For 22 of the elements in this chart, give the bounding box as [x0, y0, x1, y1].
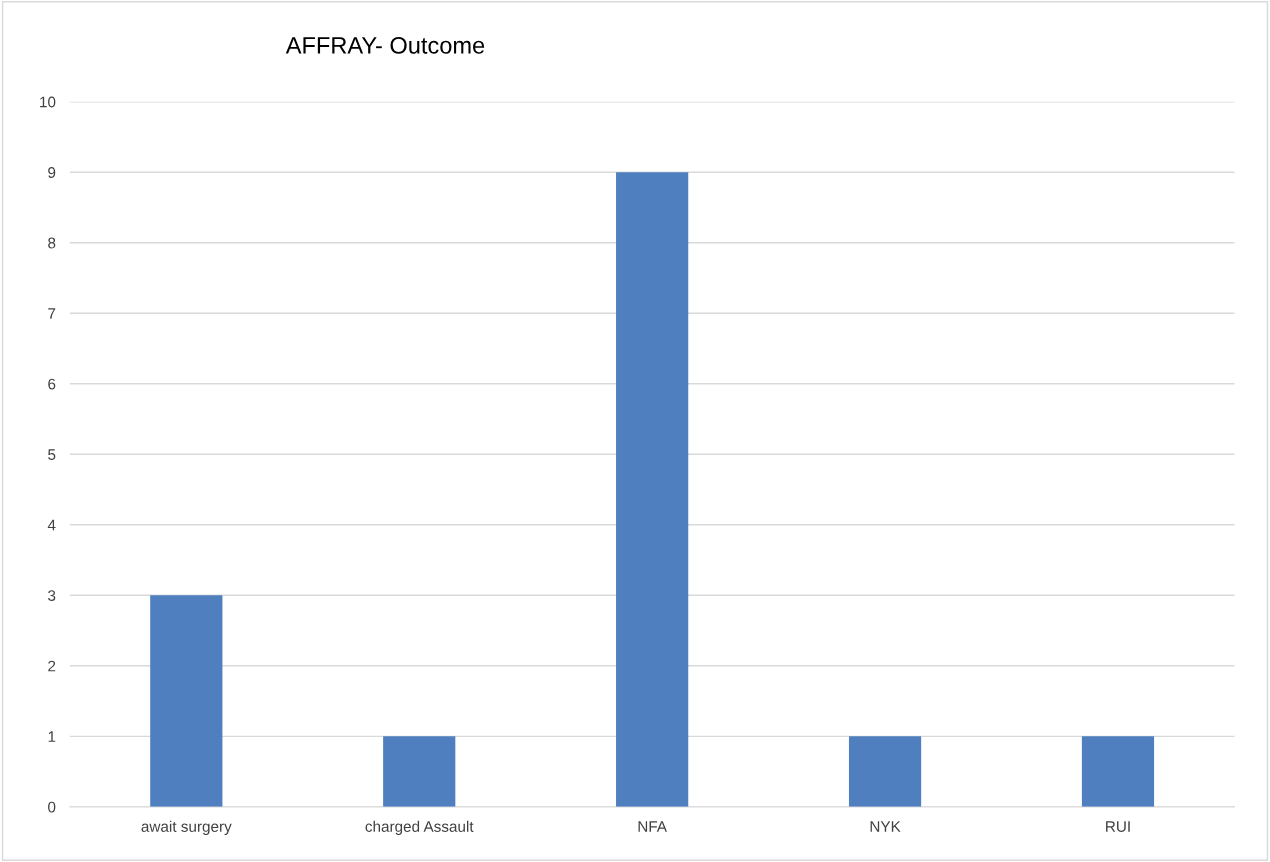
y-tick-label: 6	[48, 378, 56, 390]
bar	[616, 172, 689, 807]
y-tick-label: 10	[40, 96, 56, 108]
y-tick-label: 8	[48, 237, 56, 249]
bar	[848, 736, 922, 807]
y-tick-label: 3	[48, 590, 56, 601]
y-tick-label: 9	[48, 167, 56, 178]
y-tick-label: 4	[47, 519, 56, 531]
bar	[1081, 736, 1155, 807]
x-tick-label: NFA	[638, 821, 667, 832]
x-tick-label: RUI	[1106, 821, 1130, 832]
y-tick-label: 5	[48, 449, 56, 460]
x-tick-label: await surgery	[141, 820, 232, 835]
bar	[383, 736, 456, 807]
x-tick-label: charged Assault	[365, 820, 474, 835]
y-tick-label: 2	[48, 660, 56, 672]
x-tick-label: NYK	[870, 821, 901, 832]
chart-title: AFFRAY- Outcome	[285, 37, 485, 54]
bar	[150, 595, 223, 807]
y-tick-label: 7	[48, 308, 56, 319]
y-tick-label: 1	[48, 731, 56, 742]
y-tick-label: 0	[48, 801, 56, 813]
